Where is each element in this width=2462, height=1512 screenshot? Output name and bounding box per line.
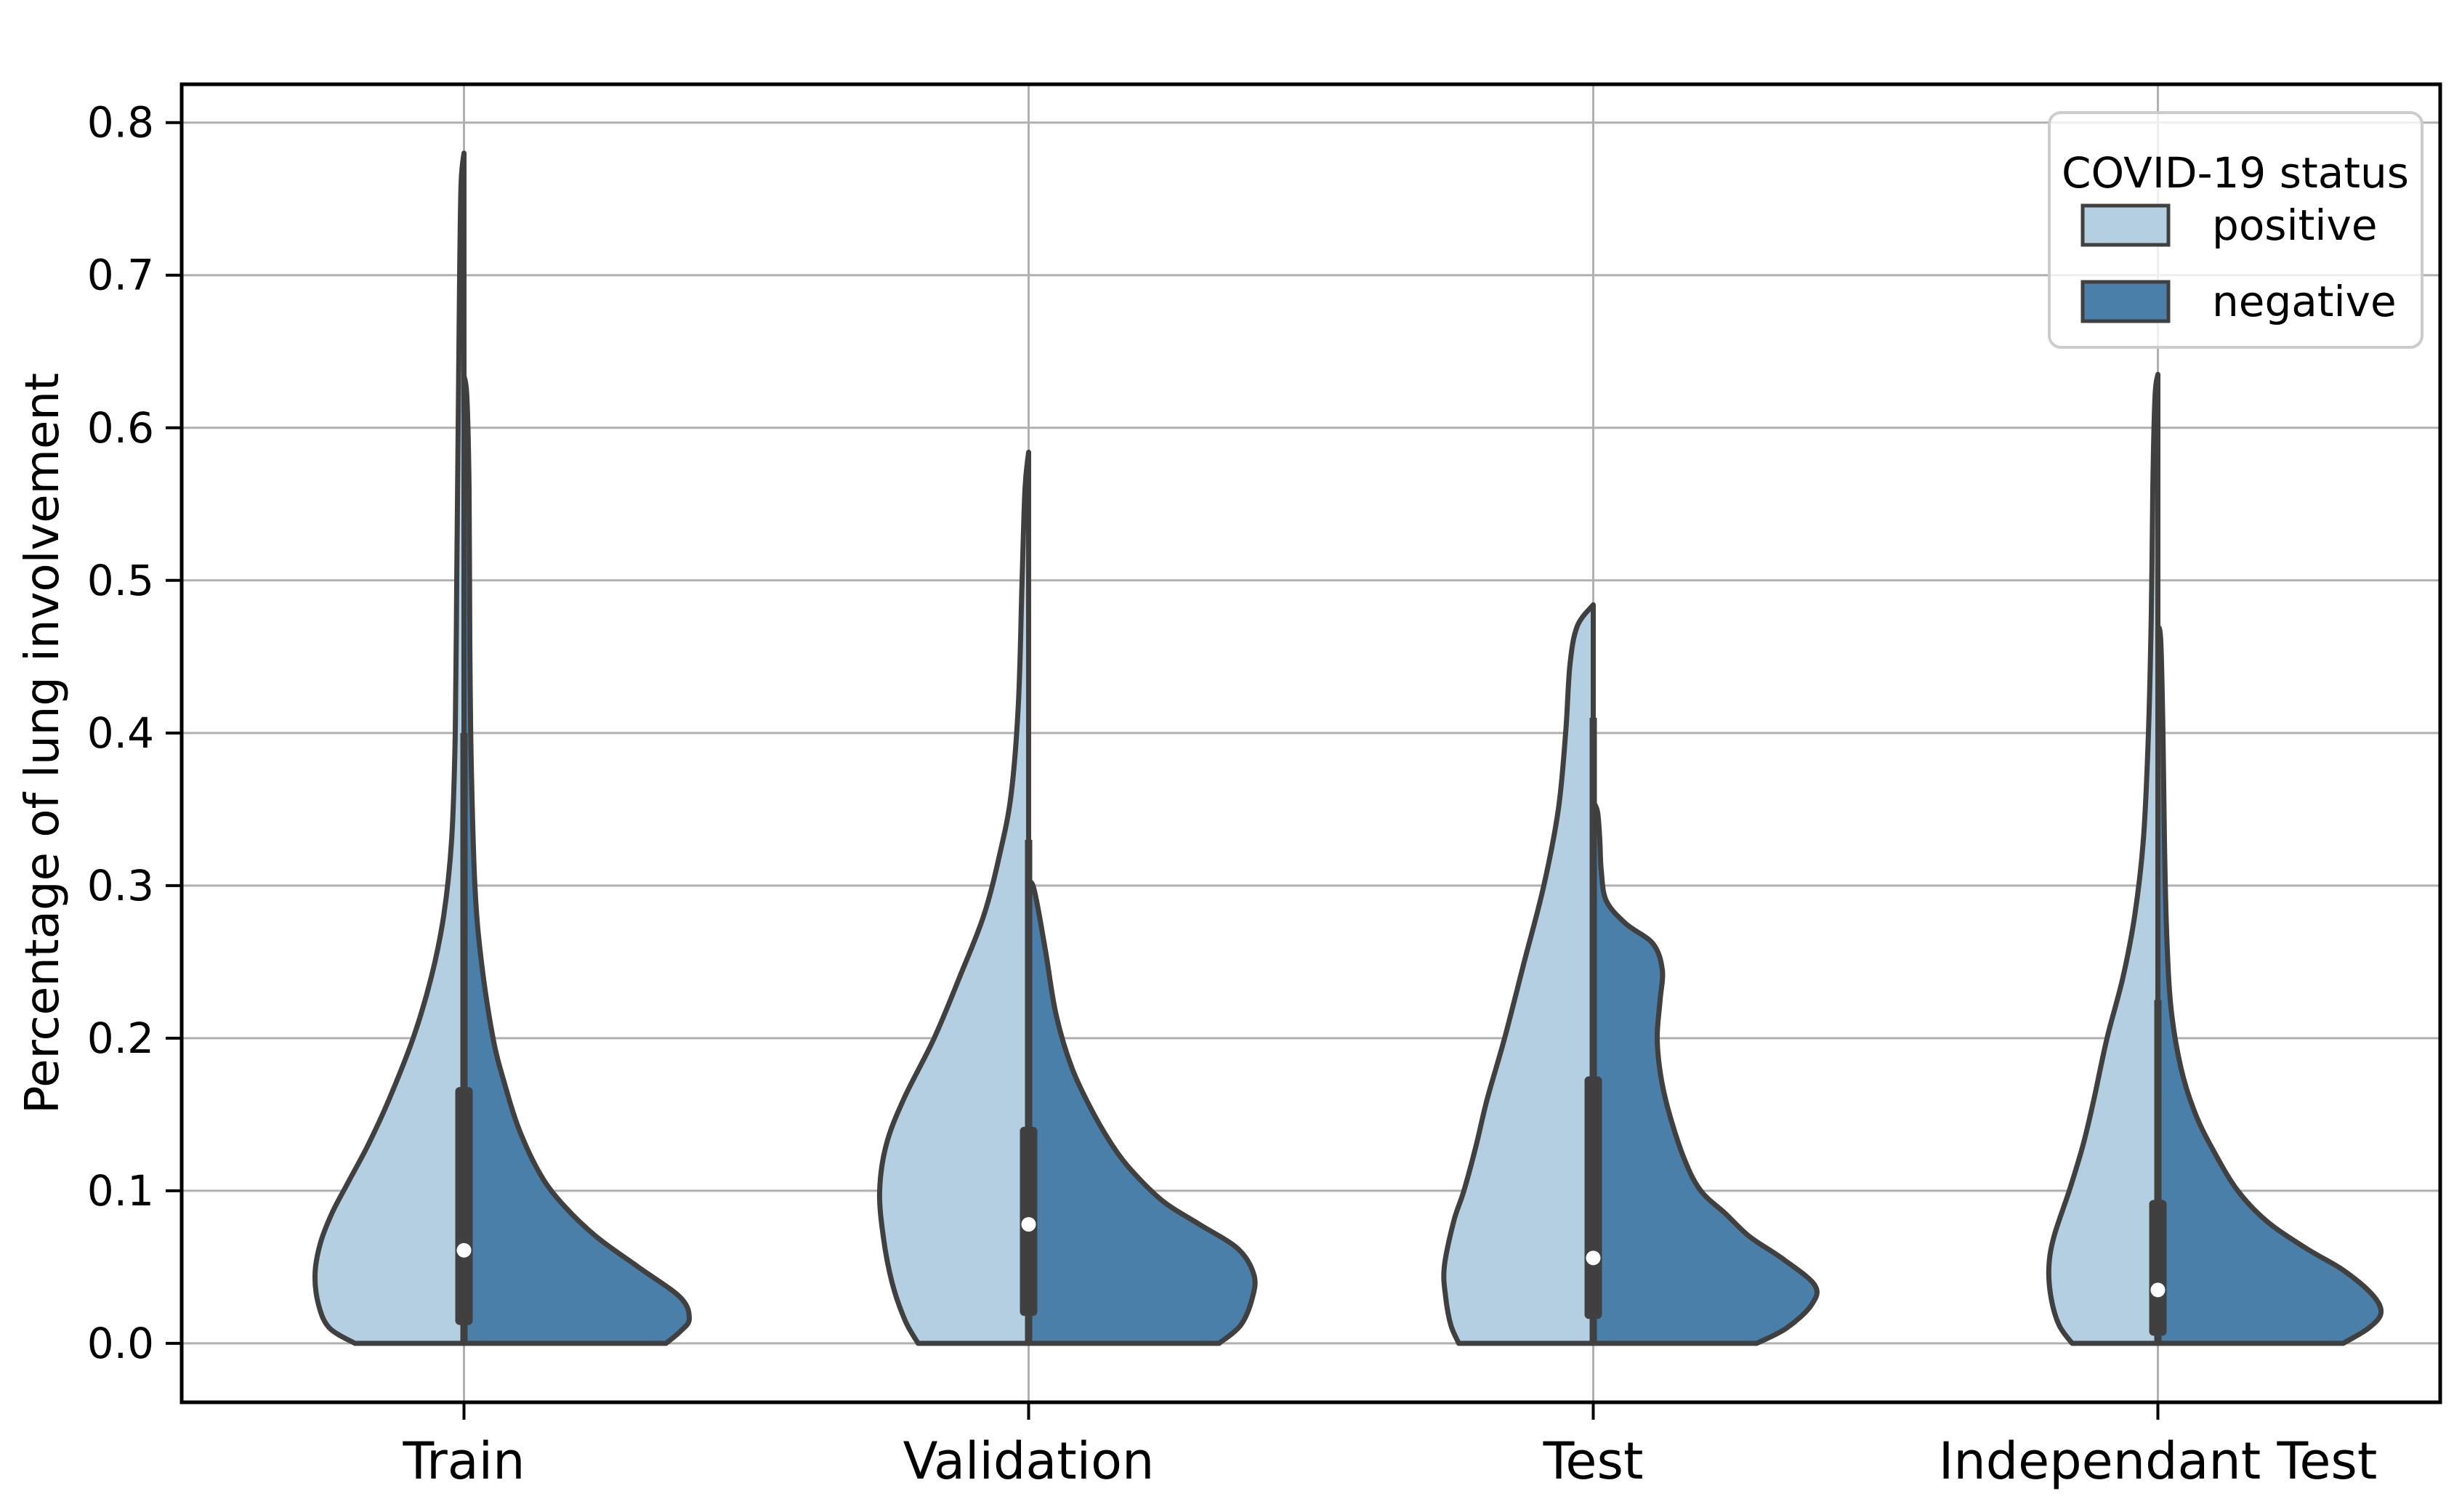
legend: COVID-19 status positive negative: [2048, 111, 2423, 349]
violin-train-negative-half: [461, 373, 692, 1346]
ytick-label-0.3: 0.3: [87, 861, 154, 910]
violin-validation: [876, 449, 1258, 1346]
xtick-label-train: Train: [403, 1431, 525, 1491]
legend-label-positive: positive: [2212, 201, 2378, 250]
ytick-label-0.2: 0.2: [87, 1014, 154, 1063]
violin-test: [1441, 602, 1820, 1346]
ytick-label-0.8: 0.8: [87, 98, 154, 147]
ytick-label-0.1: 0.1: [87, 1166, 154, 1216]
violin-validation-positive-half: [876, 449, 1031, 1346]
violin-test-positive-half: [1441, 602, 1596, 1346]
legend-swatch-negative: [2080, 280, 2171, 323]
median-dot-independant-test: [2150, 1282, 2166, 1298]
ytick-label-0.6: 0.6: [87, 403, 154, 453]
violins: [312, 150, 2384, 1346]
plot-border: [179, 82, 2442, 1404]
median-dot-train: [456, 1242, 472, 1258]
violin-independant-test: [2046, 371, 2384, 1346]
legend-title: COVID-19 status: [2062, 148, 2409, 198]
legend-label-negative: negative: [2212, 277, 2397, 326]
axis-ticks: [166, 121, 2160, 1420]
ytick-label-0.4: 0.4: [87, 708, 154, 758]
legend-swatch-positive: [2080, 203, 2171, 247]
violin-train: [312, 150, 692, 1346]
median-dot-validation: [1021, 1217, 1036, 1232]
y-axis-label: Percentage of lung involvement: [16, 373, 70, 1114]
boxplot-train: [455, 1087, 473, 1325]
ytick-label-0.5: 0.5: [87, 556, 154, 605]
violin-independant-test-negative-half: [2155, 623, 2384, 1346]
ytick-label-0.0: 0.0: [87, 1319, 154, 1368]
xtick-label-independant-test: Independant Test: [1939, 1431, 2378, 1491]
violin-validation-negative-half: [1026, 878, 1258, 1346]
xtick-label-test: Test: [1543, 1431, 1644, 1491]
violin-test-negative-half: [1591, 799, 1820, 1346]
violin-train-positive-half: [312, 150, 467, 1346]
axis-tick-labels: 0.0 0.1 0.2 0.3 0.4 0.5 0.6 0.7 0.8 Train Validati…: [87, 98, 2378, 1491]
violin-independant-test-positive-half: [2046, 371, 2160, 1346]
xtick-label-validation: Validation: [903, 1431, 1155, 1491]
boxplot-test: [1584, 1076, 1602, 1319]
ytick-label-0.7: 0.7: [87, 251, 154, 300]
median-dot-test: [1586, 1250, 1601, 1266]
axes-spines: [179, 82, 2442, 1404]
boxplot-independant-test: [2149, 1200, 2167, 1336]
